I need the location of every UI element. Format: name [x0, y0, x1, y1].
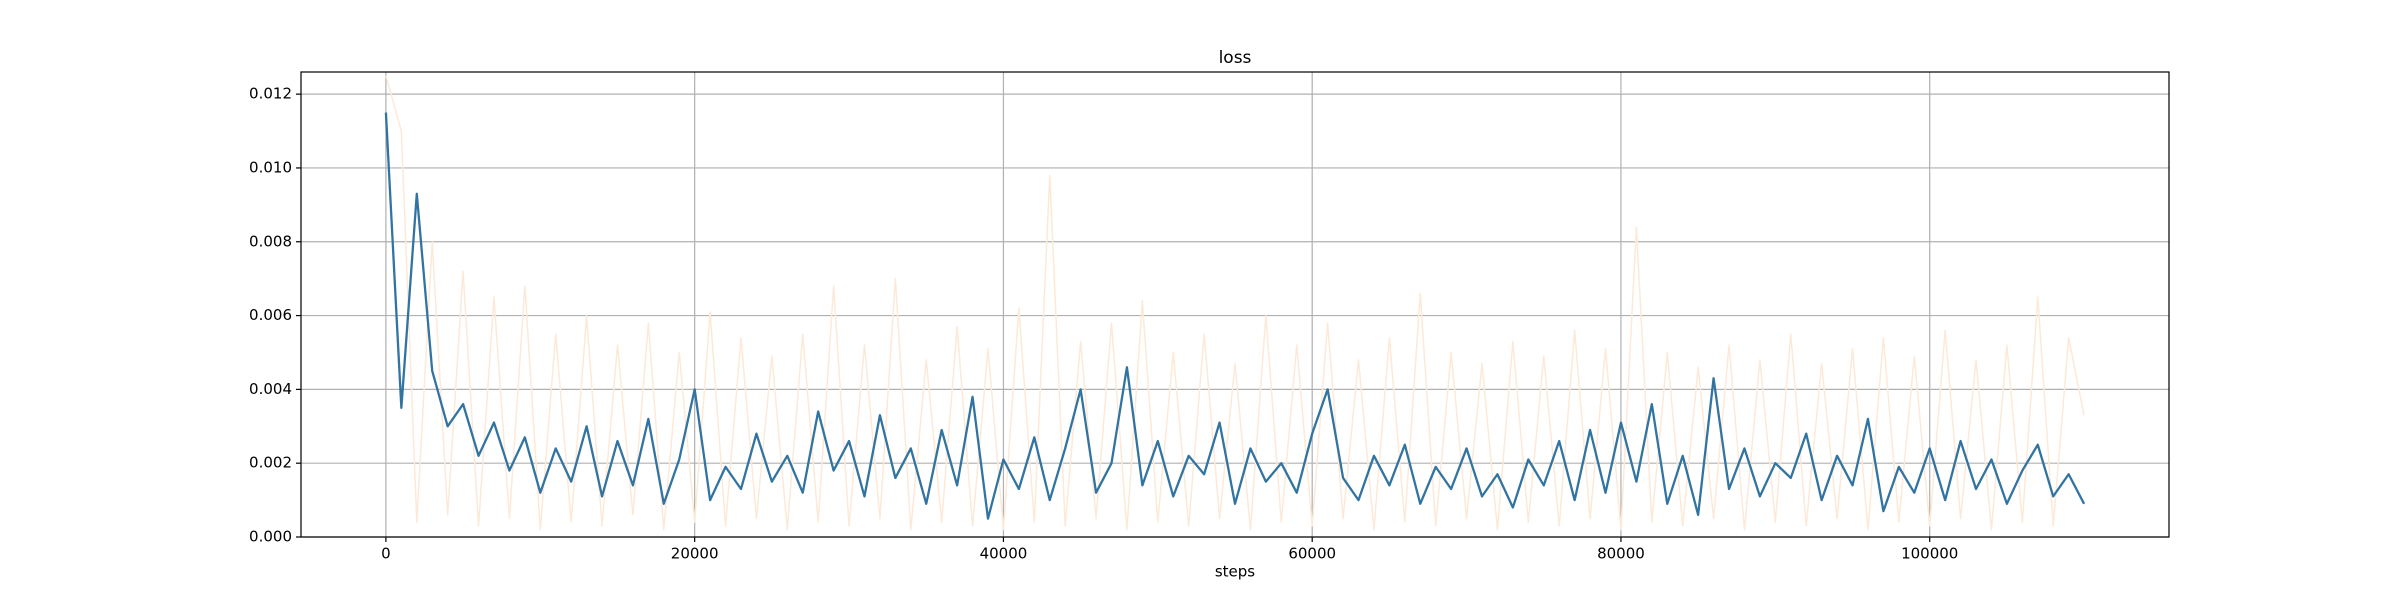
- line-series: [385, 75, 2085, 531]
- x-tick-label: 80000: [1597, 545, 1645, 563]
- x-tick-label: 60000: [1288, 545, 1336, 563]
- y-tick-label: 0.000: [249, 528, 292, 546]
- y-tick-label: 0.008: [249, 232, 292, 250]
- plot-area: [384, 75, 2086, 531]
- axes-frame: [300, 71, 2170, 538]
- chart-title: loss: [1219, 48, 1252, 68]
- y-tick-label: 0.006: [249, 306, 292, 324]
- x-tick-label: 0: [381, 545, 391, 563]
- x-tick-label: 100000: [1901, 545, 1958, 563]
- y-tick-label: 0.010: [249, 158, 292, 176]
- y-tick-label: 0.004: [249, 380, 292, 398]
- y-tick-label: 0.012: [249, 85, 292, 103]
- ticks: 0.000 0.002 0.004 0.006 0.008 0.010 0.012 0 2000…: [249, 85, 1958, 563]
- x-axis-label: steps: [1215, 563, 1255, 581]
- line-series: [384, 112, 2086, 520]
- y-tick-label: 0.002: [249, 454, 292, 472]
- x-tick-label: 20000: [671, 545, 719, 563]
- x-tick-label: 40000: [980, 545, 1028, 563]
- grid: [301, 72, 2169, 538]
